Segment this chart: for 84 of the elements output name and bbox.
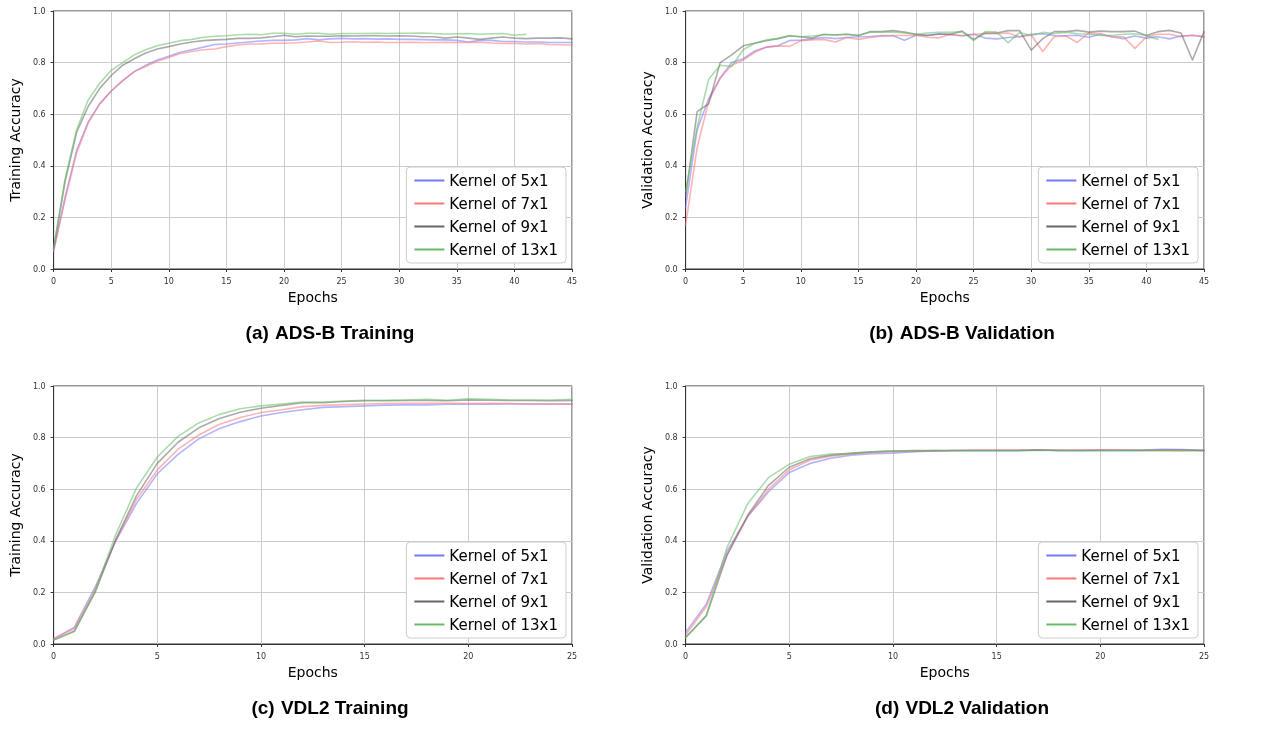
y-axis-title: Training Accuracy [7, 78, 23, 203]
y-tick-label: 0.6 [32, 109, 46, 119]
x-tick-label: 10 [795, 276, 806, 286]
x-tick-label: 25 [968, 276, 979, 286]
y-tick-label: 0.6 [664, 484, 678, 494]
text: (a) ADS-B Training [245, 322, 415, 343]
legend-label: Kernel of 13x1 [449, 615, 559, 634]
y-tick-label: 1.0 [32, 6, 46, 16]
x-axis-title: Epochs [919, 288, 970, 305]
x-axis-title: Epochs [287, 288, 338, 305]
legend-label: Kernel of 7x1 [1081, 569, 1181, 588]
x-tick-label: 35 [1083, 276, 1094, 286]
legend-label: Kernel of 7x1 [449, 194, 549, 213]
x-tick-label: 25 [1198, 651, 1210, 661]
y-tick-label: 0.0 [32, 639, 46, 649]
legend-label: Kernel of 13x1 [1081, 615, 1191, 634]
text: (b) ADS-B Validation [869, 322, 1055, 343]
text: (c) VDL2 Training [251, 697, 409, 718]
y-tick-label: 0.8 [32, 58, 46, 68]
legend-label: Kernel of 7x1 [1081, 194, 1181, 213]
x-tick-label: 0 [51, 651, 57, 661]
x-tick-label: 5 [154, 651, 160, 661]
legend-label: Kernel of 5x1 [1081, 546, 1181, 565]
legend-label: Kernel of 9x1 [1081, 592, 1181, 611]
y-tick-label: 0.4 [664, 536, 678, 546]
x-tick-label: 0 [51, 276, 57, 286]
y-tick-label: 0.6 [664, 109, 678, 119]
x-tick-label: 40 [509, 276, 520, 286]
x-tick-label: 30 [1026, 276, 1037, 286]
x-tick-label: 15 [221, 276, 232, 286]
x-tick-label: 20 [1095, 651, 1106, 661]
y-tick-label: 0.4 [32, 161, 46, 171]
text: (d) VDL2 Validation [874, 697, 1050, 718]
x-tick-label: 10 [163, 276, 174, 286]
legend-label: Kernel of 7x1 [449, 569, 549, 588]
y-tick-label: 0.2 [32, 212, 46, 222]
legend-label: Kernel of 13x1 [449, 240, 559, 259]
legend-label: Kernel of 5x1 [449, 171, 549, 190]
legend-label: Kernel of 5x1 [449, 546, 549, 565]
x-tick-label: 5 [108, 276, 114, 286]
x-tick-label: 25 [336, 276, 347, 286]
y-axis-title: Validation Accuracy [639, 71, 655, 209]
y-axis-title: Training Accuracy [7, 453, 23, 578]
y-tick-label: 1.0 [664, 6, 678, 16]
x-tick-label: 30 [394, 276, 405, 286]
y-axis-title: Validation Accuracy [639, 446, 655, 584]
y-tick-label: 1.0 [664, 381, 678, 391]
legend-label: Kernel of 5x1 [1081, 171, 1181, 190]
x-tick-label: 40 [1141, 276, 1152, 286]
x-axis-title: Epochs [287, 663, 338, 680]
x-tick-label: 15 [853, 276, 864, 286]
y-tick-label: 0.0 [664, 264, 678, 274]
y-tick-label: 0.2 [664, 587, 678, 597]
legend-label: Kernel of 13x1 [1081, 240, 1191, 259]
legend-label: Kernel of 9x1 [449, 592, 549, 611]
y-tick-label: 1.0 [32, 381, 46, 391]
x-tick-label: 5 [740, 276, 746, 286]
x-tick-label: 20 [278, 276, 290, 286]
x-tick-label: 45 [566, 276, 578, 286]
x-tick-label: 45 [1198, 276, 1210, 286]
x-tick-label: 15 [359, 651, 370, 661]
x-tick-label: 15 [991, 651, 1002, 661]
x-tick-label: 10 [887, 651, 899, 661]
y-tick-label: 0.2 [664, 212, 678, 222]
x-tick-label: 5 [786, 651, 792, 661]
y-tick-label: 0.8 [32, 433, 46, 443]
x-tick-label: 0 [683, 651, 689, 661]
y-tick-label: 0.0 [32, 264, 46, 274]
x-tick-label: 10 [255, 651, 267, 661]
x-axis-title: Epochs [919, 663, 970, 680]
y-tick-label: 0.2 [32, 587, 46, 597]
x-tick-label: 20 [463, 651, 474, 661]
y-tick-label: 0.8 [664, 58, 678, 68]
x-tick-label: 25 [566, 651, 578, 661]
y-tick-label: 0.8 [664, 433, 678, 443]
x-tick-label: 0 [683, 276, 689, 286]
x-tick-label: 35 [451, 276, 462, 286]
x-tick-label: 20 [910, 276, 922, 286]
y-tick-label: 0.6 [32, 484, 46, 494]
y-tick-label: 0.4 [32, 536, 46, 546]
legend-label: Kernel of 9x1 [1081, 217, 1181, 236]
y-tick-label: 0.4 [664, 161, 678, 171]
legend-label: Kernel of 9x1 [449, 217, 549, 236]
y-tick-label: 0.0 [664, 639, 678, 649]
